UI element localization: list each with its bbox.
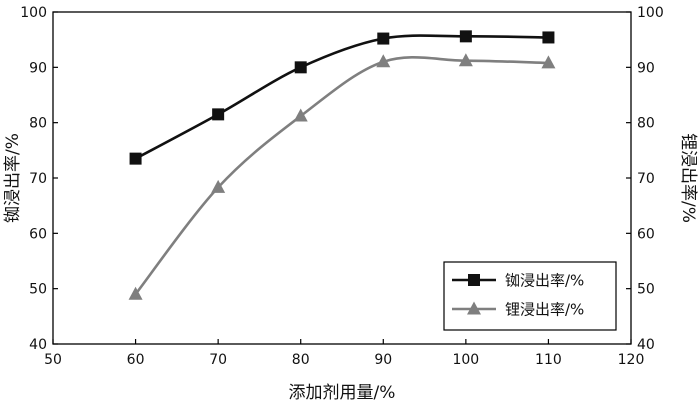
data-point (129, 152, 142, 165)
left-y-tick-label: 80 (29, 116, 47, 132)
data-point (211, 179, 226, 193)
series-lithium (128, 53, 556, 300)
data-point (542, 31, 555, 44)
legend-label: 锂浸出率/% (505, 301, 584, 319)
x-tick-label: 60 (127, 352, 145, 368)
left-y-tick-label: 40 (29, 337, 47, 353)
data-point (458, 53, 473, 67)
left-y-tick-label: 70 (29, 171, 47, 187)
data-point (459, 30, 472, 43)
data-point (377, 32, 390, 45)
right-y-tick-label: 90 (637, 60, 655, 76)
x-tick-label: 50 (44, 352, 62, 368)
x-tick-label: 80 (292, 352, 310, 368)
right-y-tick-label: 80 (637, 116, 655, 132)
right-y-tick-label: 60 (637, 226, 655, 242)
x-axis-title: 添加剂用量/% (289, 383, 396, 403)
legend-label: 铷浸出率/% (505, 272, 584, 290)
x-tick-label: 100 (452, 352, 479, 368)
right-y-tick-label: 50 (637, 282, 655, 298)
x-tick-label: 90 (374, 352, 392, 368)
x-tick-label: 70 (209, 352, 227, 368)
data-point (376, 54, 391, 68)
left-y-axis-title: 铷浸出率/% (3, 133, 23, 223)
data-point (294, 61, 307, 74)
left-y-tick-label: 90 (29, 60, 47, 76)
right-y-tick-label: 100 (637, 5, 664, 21)
right-y-tick-label: 70 (637, 171, 655, 187)
legend-box (443, 261, 617, 331)
series-line (134, 34, 549, 160)
legend-marker (468, 274, 480, 286)
left-y-tick-label: 60 (29, 226, 47, 242)
x-tick-label: 110 (535, 352, 562, 368)
x-tick-label: 120 (618, 352, 645, 368)
legend-marker (467, 301, 481, 315)
right-y-axis-title: 锂浸出率/% (678, 133, 698, 223)
series-rubidium (129, 30, 555, 165)
left-y-tick-label: 50 (29, 282, 47, 298)
series-line (134, 56, 549, 295)
data-point (293, 108, 308, 122)
right-y-tick-label: 40 (637, 337, 655, 353)
data-point (128, 286, 143, 300)
data-point (541, 55, 556, 69)
left-y-tick-label: 100 (20, 5, 47, 21)
data-point (212, 108, 225, 121)
